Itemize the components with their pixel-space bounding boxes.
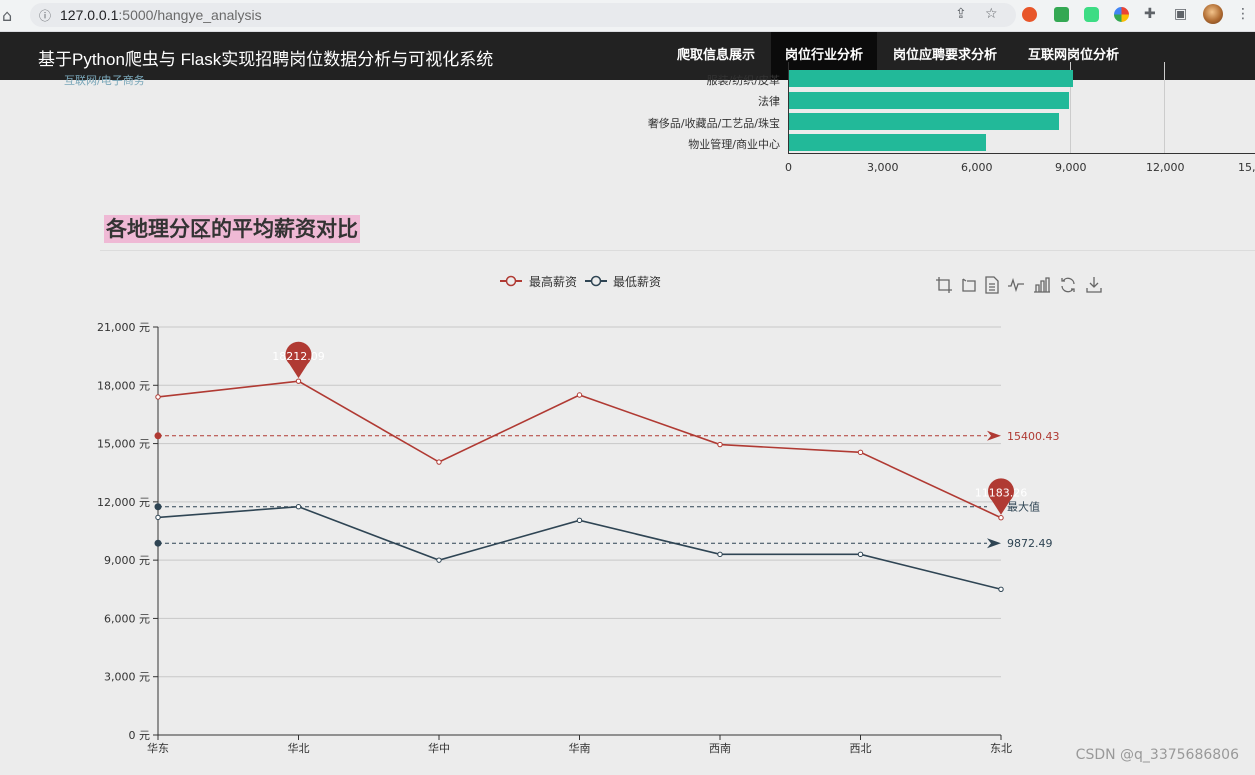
csdn-watermark: CSDN @q_3375686806 — [1075, 747, 1239, 763]
url-path: :5000/hangye_analysis — [118, 7, 262, 23]
x-tick-label: 华北 — [288, 741, 310, 755]
menu-kebab-icon[interactable]: ⋮ — [1236, 6, 1250, 22]
data-point[interactable] — [998, 586, 1004, 592]
bar-x-tick: 0 — [785, 161, 792, 174]
mark-line-label: 9872.49 — [1007, 537, 1053, 550]
industry-bar[interactable] — [789, 92, 1069, 109]
url-text: 127.0.0.1:5000/hangye_analysis — [60, 7, 262, 23]
bar-x-tick: 9,000 — [1055, 161, 1087, 174]
extensions-puzzle-icon[interactable]: ✚ — [1144, 6, 1156, 22]
bar-category-label: 物业管理/商业中心 — [688, 138, 780, 151]
data-point[interactable] — [436, 459, 442, 465]
mark-line-start-dot — [154, 503, 162, 511]
data-point[interactable] — [998, 515, 1004, 521]
crop-zoom-icon[interactable] — [935, 276, 953, 294]
line-type-icon[interactable] — [1007, 276, 1025, 294]
data-point[interactable] — [436, 557, 442, 563]
save-image-icon[interactable] — [1085, 276, 1103, 294]
bar-type-icon[interactable] — [1033, 276, 1051, 294]
legend-item-max-salary[interactable]: 最高薪资 — [529, 275, 578, 289]
site-brand[interactable]: 基于Python爬虫与 Flask实现招聘岗位数据分析与可视化系统 — [38, 50, 494, 69]
site-info-icon[interactable]: ⓘ — [39, 9, 52, 23]
industry-bar[interactable] — [789, 70, 1074, 87]
mark-line-start-dot — [154, 539, 162, 547]
mark-line-arrow-icon — [987, 430, 1001, 441]
extension-chrome-icon[interactable] — [1114, 7, 1129, 22]
x-tick-label: 华中 — [428, 741, 450, 755]
data-point[interactable] — [295, 378, 302, 384]
x-tick-label: 华东 — [147, 741, 169, 755]
bar-x-tick: 15,0 — [1238, 161, 1255, 174]
bar-category-label: 奢侈品/收藏品/工艺品/珠宝 — [647, 117, 780, 130]
bar-y-axis — [788, 62, 789, 154]
x-tick-label: 西北 — [850, 742, 872, 755]
y-tick-label: 15,000 元 — [97, 438, 150, 451]
data-view-icon[interactable] — [983, 276, 1001, 294]
y-tick-label: 18,000 元 — [97, 379, 150, 392]
industry-link-ecommerce[interactable]: 互联网/电子商务 — [64, 74, 145, 87]
legend-symbol-max[interactable] — [500, 275, 522, 287]
x-tick-label: 华南 — [569, 741, 591, 755]
bar-x-tick: 12,000 — [1146, 161, 1185, 174]
share-icon[interactable]: ⇪ — [955, 6, 967, 22]
legend-symbol-min[interactable] — [585, 275, 607, 287]
data-point[interactable] — [717, 551, 723, 558]
mark-line-label: 15400.43 — [1007, 430, 1060, 443]
section-divider — [100, 250, 1255, 251]
y-tick-label: 9,000 元 — [104, 554, 150, 567]
extension-1-icon[interactable] — [1022, 7, 1037, 22]
industry-bar[interactable] — [789, 134, 986, 151]
mark-line-start-dot — [154, 432, 162, 440]
data-point[interactable] — [155, 514, 161, 521]
bar-gridline — [1070, 62, 1071, 153]
bar-gridline — [1164, 62, 1165, 153]
side-panel-icon[interactable]: ▣ — [1174, 6, 1188, 22]
x-tick-label: 东北 — [990, 742, 1012, 755]
data-point[interactable] — [576, 392, 583, 398]
data-point[interactable] — [717, 441, 723, 448]
home-icon[interactable]: ⌂ — [2, 6, 13, 25]
industry-bar[interactable] — [789, 113, 1060, 130]
mark-line-arrow-icon — [987, 538, 1001, 549]
bar-x-axis — [788, 153, 1255, 154]
y-tick-label: 21,000 元 — [97, 321, 150, 334]
y-tick-label: 0 元 — [129, 729, 151, 742]
extension-android-icon[interactable] — [1084, 7, 1099, 22]
text-cursor-icon: I — [200, 228, 204, 242]
mark-line-label: 最大值 — [1007, 500, 1040, 514]
nav-item-requirement-analysis[interactable]: 岗位应聘要求分析 — [893, 48, 998, 63]
mark-point-label: 11183.26 — [975, 487, 1028, 500]
bar-x-tick: 6,000 — [961, 161, 993, 174]
data-point[interactable] — [857, 551, 864, 558]
extension-shield-icon[interactable] — [1054, 7, 1069, 22]
bar-category-label: 服装/纺织/皮革 — [706, 74, 780, 87]
max-pin-icon[interactable] — [285, 341, 312, 379]
series-line-max — [157, 380, 1002, 519]
legend-item-min-salary[interactable]: 最低薪资 — [613, 275, 662, 289]
data-point[interactable] — [155, 394, 161, 400]
zoom-reset-icon[interactable] — [959, 276, 977, 294]
bar-x-tick: 3,000 — [867, 161, 899, 174]
y-tick-label: 12,000 元 — [97, 496, 150, 509]
data-point[interactable] — [576, 517, 583, 524]
y-tick-label: 3,000 元 — [104, 671, 150, 684]
section-title: 各地理分区的平均薪资对比 — [104, 215, 360, 243]
x-tick-label: 西南 — [709, 742, 731, 755]
bookmark-star-icon[interactable]: ☆ — [985, 6, 998, 22]
profile-avatar[interactable] — [1203, 4, 1223, 24]
max-pin-icon[interactable] — [987, 478, 1014, 515]
address-bar[interactable]: ⓘ 127.0.0.1:5000/hangye_analysis — [30, 3, 1016, 27]
nav-item-internet-jobs[interactable]: 互联网岗位分析 — [1028, 48, 1120, 63]
mark-point-label: 18212.09 — [272, 350, 325, 363]
restore-icon[interactable] — [1059, 276, 1077, 294]
browser-toolbar: ⌂ ⓘ 127.0.0.1:5000/hangye_analysis ⇪ ☆ ✚… — [0, 0, 1255, 32]
nav-item-crawl-display[interactable]: 爬取信息展示 — [677, 48, 756, 63]
bar-category-label: 法律 — [758, 95, 780, 108]
url-host: 127.0.0.1 — [60, 7, 119, 23]
y-tick-label: 6,000 元 — [104, 612, 150, 625]
data-point[interactable] — [295, 504, 302, 510]
data-point[interactable] — [857, 449, 864, 456]
